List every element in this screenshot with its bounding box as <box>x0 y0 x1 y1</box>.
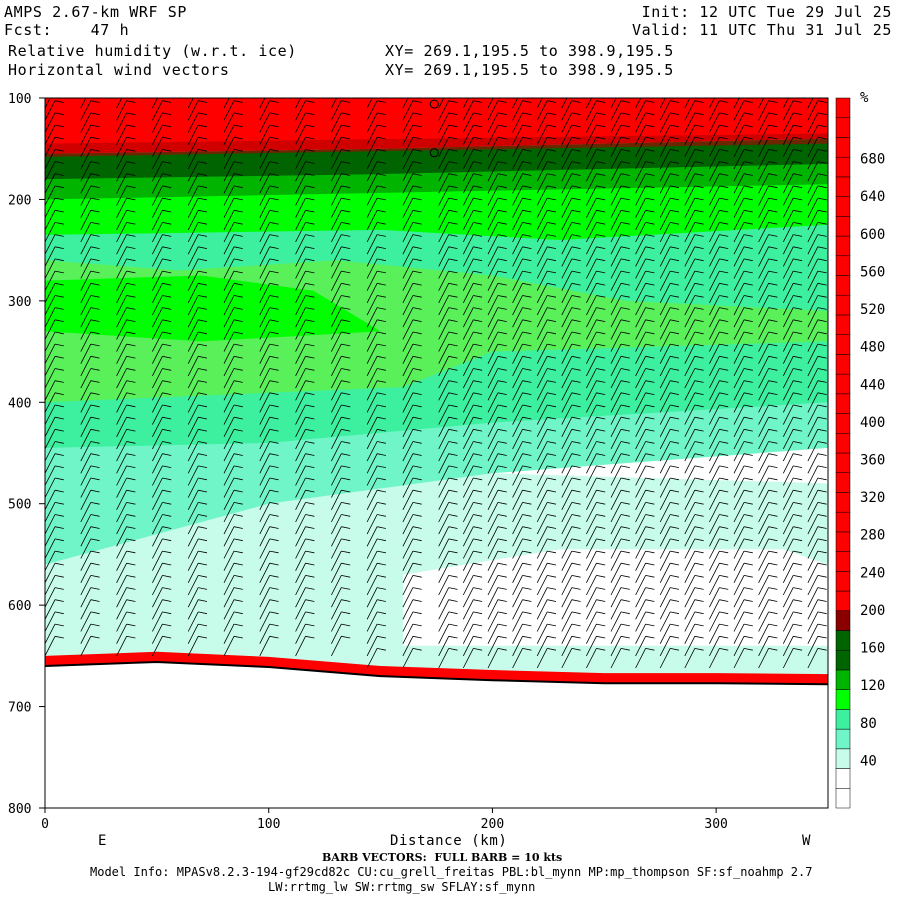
colorbar-cell <box>835 413 851 434</box>
colorbar-cell <box>835 571 851 592</box>
colorbar-cell <box>835 117 851 138</box>
colorbar-cell <box>835 610 851 631</box>
barb-legend: BARB VECTORS: FULL BARB = 10 kts <box>322 851 563 864</box>
colorbar-cell <box>835 373 851 395</box>
colorbar-label: 160 <box>860 641 885 657</box>
cross-section-coords-1: XY= 269.1,195.5 to 398.9,195.5 <box>385 42 674 60</box>
colorbar-cell <box>835 196 851 217</box>
colorbar-cell <box>835 531 851 552</box>
y-tick-label: 100 <box>8 92 31 107</box>
colorbar-cell <box>835 137 851 158</box>
x-tick-label: 0 <box>41 817 49 832</box>
rh-layer-surface-red <box>45 651 828 685</box>
colorbar-cell <box>835 511 851 533</box>
colorbar-cell <box>835 492 851 513</box>
model-info: Model Info: MPASv8.2.3-194-gf29cd82c CU:… <box>90 865 813 879</box>
y-tick-label: 300 <box>8 295 31 310</box>
y-tick-label: 400 <box>8 396 31 411</box>
colorbar-label: 680 <box>860 152 885 168</box>
field-name: Relative humidity (w.r.t. ice) <box>8 42 297 60</box>
y-tick-label: 500 <box>8 498 31 513</box>
colorbar-label: 560 <box>860 264 885 280</box>
colorbar-cell <box>835 748 851 769</box>
colorbar-cell <box>835 294 851 316</box>
east-label: E <box>98 833 108 849</box>
init-time: Init: 12 UTC Tue 29 Jul 25 <box>641 3 892 21</box>
colorbar-cell <box>835 216 851 237</box>
colorbar-label: 280 <box>860 528 885 544</box>
colorbar-cell <box>835 630 851 651</box>
colorbar-cell <box>835 393 851 414</box>
colorbar-cell <box>835 669 851 690</box>
model-info-2: LW:rrtmg_lw SW:rrtmg_sw SFLAY:sf_mynn <box>268 880 536 894</box>
colorbar-label: 40 <box>860 753 877 769</box>
colorbar-label: 400 <box>860 415 885 431</box>
rh-layer-white <box>402 549 828 646</box>
colorbar-cell <box>835 433 851 454</box>
colorbar-cell <box>835 709 851 730</box>
colorbar-label: 240 <box>860 565 885 581</box>
vector-name: Horizontal wind vectors <box>8 61 230 79</box>
colorbar-cell <box>835 788 851 809</box>
colorbar-cell <box>835 97 851 118</box>
colorbar-cell <box>835 768 851 789</box>
x-axis-label: Distance (km) <box>390 833 508 849</box>
valid-time: Valid: 11 UTC Thu 31 Jul 25 <box>631 21 892 39</box>
colorbar-label: 80 <box>860 716 877 732</box>
colorbar-cell <box>835 728 851 750</box>
model-title: AMPS 2.67-km WRF SP <box>4 3 187 21</box>
colorbar-cell <box>835 649 851 671</box>
colorbar-label: 200 <box>860 603 885 619</box>
colorbar-cell <box>835 551 851 572</box>
rh-layer-dark-green <box>45 138 828 180</box>
colorbar-unit: % <box>860 90 870 106</box>
cross-section-coords-2: XY= 269.1,195.5 to 398.9,195.5 <box>385 61 674 79</box>
x-tick-label: 300 <box>704 817 727 832</box>
colorbar-cell <box>835 235 851 257</box>
colorbar-cell <box>835 452 851 473</box>
colorbar-label: 360 <box>860 453 885 469</box>
axes: 100 200 300 400 500 600 700 800 0 100 200 300 <box>8 92 728 832</box>
colorbar-label: 600 <box>860 227 885 243</box>
calm-circle <box>429 99 439 109</box>
y-tick-label: 700 <box>8 701 31 716</box>
colorbar-cell <box>835 176 851 197</box>
y-tick-label: 200 <box>8 193 31 208</box>
colorbar-label: 640 <box>860 189 885 205</box>
colorbar-label: 480 <box>860 340 885 356</box>
x-tick-label: 200 <box>481 817 504 832</box>
colorbar-cell <box>835 590 851 612</box>
calm-circle <box>429 148 439 158</box>
humidity-field <box>45 98 828 808</box>
colorbar-label: 520 <box>860 302 885 318</box>
colorbar-label: 440 <box>860 377 885 393</box>
colorbar-cell <box>835 689 851 710</box>
colorbar: 40 80 120 160 200 240 280 320 360 400 440 480 520 560… <box>835 97 885 809</box>
west-label: W <box>802 833 812 849</box>
colorbar-cell <box>835 275 851 296</box>
colorbar-cell <box>835 334 851 355</box>
colorbar-cell <box>835 472 851 493</box>
y-tick-label: 800 <box>8 802 31 817</box>
x-tick-label: 100 <box>257 817 280 832</box>
colorbar-cell <box>835 354 851 375</box>
colorbar-cell <box>835 314 851 335</box>
terrain-below <box>45 661 828 808</box>
forecast-hour: Fcst: 47 h <box>4 21 130 39</box>
colorbar-label: 320 <box>860 490 885 506</box>
colorbar-cell <box>835 255 851 276</box>
plot-frame <box>44 97 829 809</box>
colorbar-cell <box>835 156 851 178</box>
y-tick-label: 600 <box>8 599 31 614</box>
colorbar-label: 120 <box>860 678 885 694</box>
terrain-line <box>45 660 828 686</box>
